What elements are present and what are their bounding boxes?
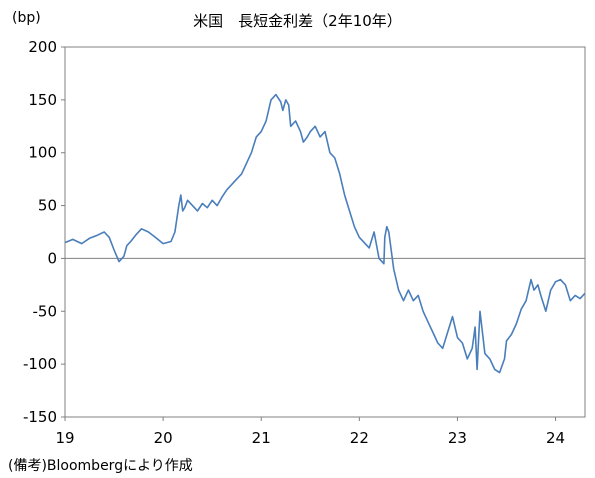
y-axis: -150 -100 -50 0 50 100 150 200 bbox=[23, 38, 65, 426]
plot-frame bbox=[64, 46, 586, 418]
y-tick-label: 150 bbox=[28, 91, 57, 109]
y-tick-label: 200 bbox=[28, 38, 57, 56]
x-tick-label: 21 bbox=[252, 429, 271, 447]
y-tick-label: -100 bbox=[23, 355, 57, 373]
source-note: (備考)Bloombergにより作成 bbox=[8, 458, 193, 474]
x-tick-label: 19 bbox=[55, 429, 74, 447]
x-tick-label: 24 bbox=[546, 429, 565, 447]
x-tick-label: 20 bbox=[154, 429, 173, 447]
series-group bbox=[64, 93, 586, 374]
y-tick-label: 100 bbox=[28, 144, 57, 162]
y-tick-label: 50 bbox=[38, 197, 57, 215]
y-tick-label: 0 bbox=[47, 249, 57, 267]
y-unit-label: (bp) bbox=[12, 10, 41, 26]
chart-title: 米国 長短金利差（2年10年） bbox=[193, 12, 402, 30]
x-axis: 19 20 21 22 23 24 bbox=[55, 417, 565, 447]
x-tick-label: 23 bbox=[448, 429, 467, 447]
y-tick-label: -150 bbox=[23, 408, 57, 426]
series-line bbox=[64, 93, 586, 374]
x-tick-label: 22 bbox=[350, 429, 369, 447]
y-tick-label: -50 bbox=[33, 302, 58, 320]
